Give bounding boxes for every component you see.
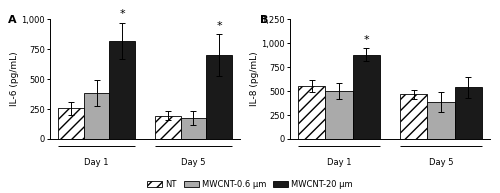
Bar: [400, 94, 427, 139]
Text: *: *: [120, 9, 125, 19]
Bar: [454, 87, 482, 139]
Bar: [298, 86, 326, 139]
Legend: NT, MWCNT-0.6 μm, MWCNT-20 μm: NT, MWCNT-0.6 μm, MWCNT-20 μm: [147, 180, 353, 189]
Bar: [180, 118, 206, 139]
Text: *: *: [216, 21, 222, 31]
Text: A: A: [8, 14, 17, 25]
Y-axis label: IL-8 (pg/mL): IL-8 (pg/mL): [250, 52, 258, 107]
Bar: [110, 41, 136, 139]
Text: *: *: [364, 35, 369, 45]
Bar: [352, 55, 380, 139]
Text: Day 1: Day 1: [326, 158, 351, 167]
Text: B: B: [260, 14, 268, 25]
Bar: [58, 108, 84, 139]
Bar: [206, 55, 232, 139]
Text: Day 5: Day 5: [429, 158, 454, 167]
Text: Day 5: Day 5: [181, 158, 206, 167]
Bar: [84, 93, 110, 139]
Bar: [428, 102, 454, 139]
Bar: [154, 116, 180, 139]
Bar: [326, 91, 352, 139]
Text: Day 1: Day 1: [84, 158, 109, 167]
Y-axis label: IL-6 (pg/mL): IL-6 (pg/mL): [10, 52, 18, 107]
